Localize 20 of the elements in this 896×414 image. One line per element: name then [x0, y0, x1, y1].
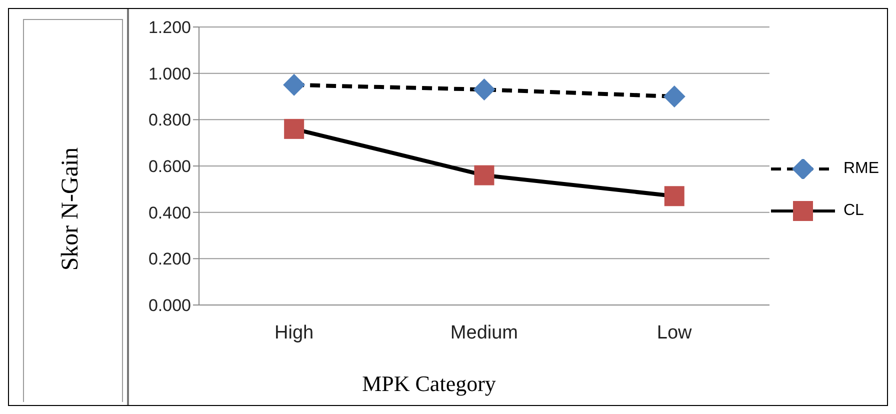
- point: [663, 86, 686, 108]
- x-tick-label: Low: [656, 322, 692, 344]
- y-tick-label: 0.000: [148, 296, 191, 316]
- y-tick-label: 0.800: [148, 110, 191, 130]
- point: [473, 78, 496, 101]
- x-axis-title: MPK Category: [361, 371, 497, 397]
- point: [474, 165, 494, 186]
- x-tick-label: Medium: [450, 322, 518, 344]
- y-tick-label: 1.000: [148, 64, 191, 84]
- y-tick-label: 1.200: [148, 18, 191, 38]
- legend-label: RME: [843, 160, 879, 178]
- y-tick-label: 0.200: [148, 250, 191, 269]
- y-tick-label: 0.400: [148, 203, 191, 222]
- point: [664, 186, 684, 206]
- point: [283, 74, 306, 96]
- y-axis-title: Skor N-Gain: [58, 147, 84, 271]
- x-tick-label: High: [274, 322, 314, 344]
- legend-label: CL: [843, 202, 864, 220]
- point: [284, 118, 304, 139]
- y-tick-label: 0.600: [148, 157, 191, 176]
